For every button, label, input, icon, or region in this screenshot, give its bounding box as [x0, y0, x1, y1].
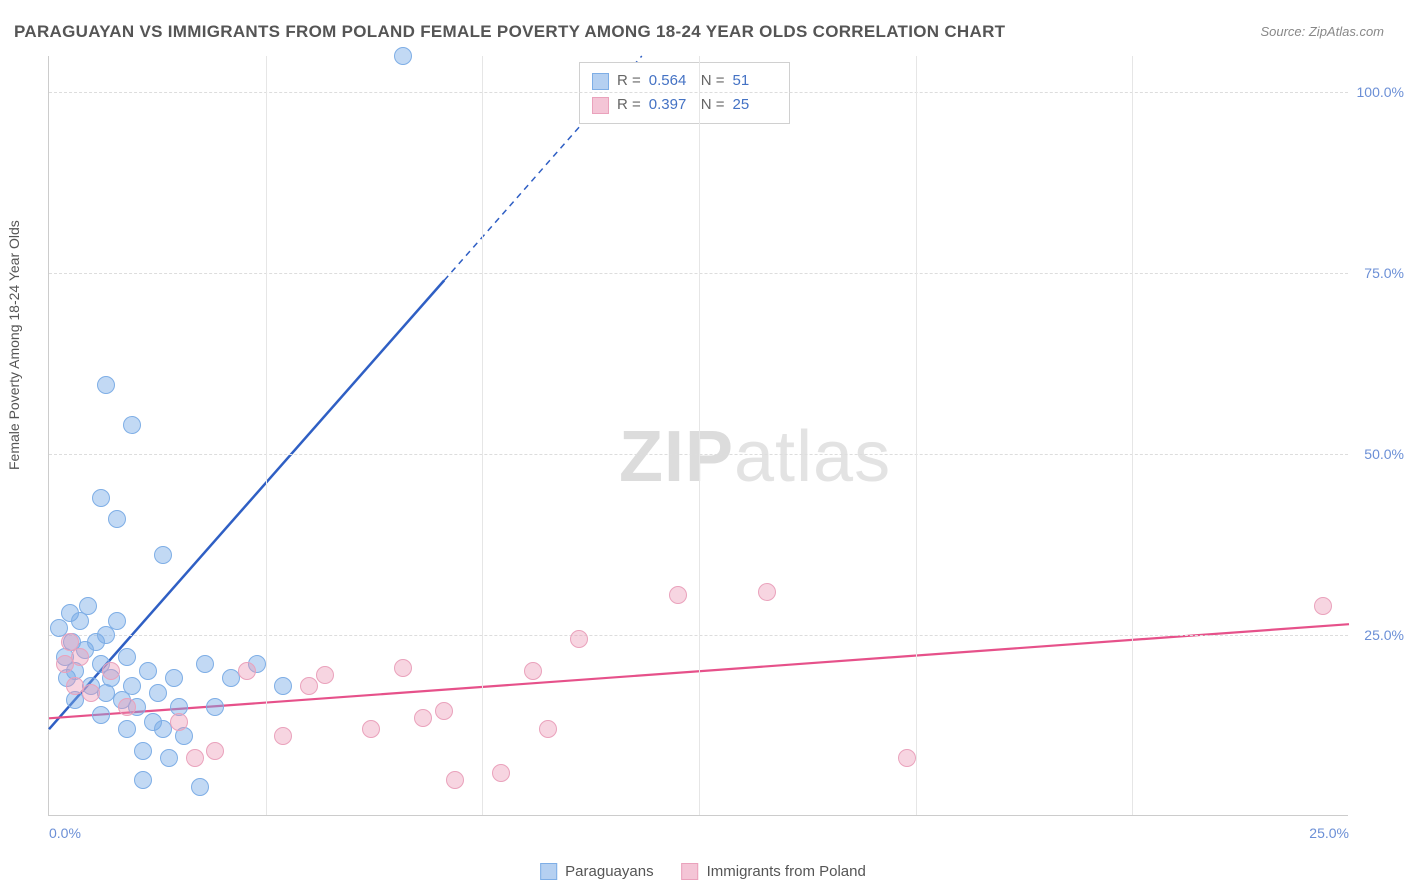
series-swatch	[592, 97, 609, 114]
data-point	[165, 669, 183, 687]
chart-container: PARAGUAYAN VS IMMIGRANTS FROM POLAND FEM…	[0, 0, 1406, 892]
y-axis-label: Female Poverty Among 18-24 Year Olds	[6, 220, 22, 470]
data-point	[139, 662, 157, 680]
data-point	[539, 720, 557, 738]
source-label: Source: ZipAtlas.com	[1260, 24, 1384, 39]
data-point	[92, 489, 110, 507]
data-point	[191, 778, 209, 796]
data-point	[97, 376, 115, 394]
data-point	[154, 546, 172, 564]
data-point	[79, 597, 97, 615]
data-point	[898, 749, 916, 767]
grid-line-v	[916, 56, 917, 815]
legend-item: Paraguayans	[540, 863, 653, 880]
x-tick-label: 25.0%	[1309, 825, 1349, 841]
data-point	[274, 677, 292, 695]
grid-line-v	[1132, 56, 1133, 815]
data-point	[123, 416, 141, 434]
data-point	[118, 720, 136, 738]
legend-swatch	[540, 863, 557, 880]
data-point	[196, 655, 214, 673]
data-point	[570, 630, 588, 648]
grid-line-v	[699, 56, 700, 815]
data-point	[170, 713, 188, 731]
data-point	[160, 749, 178, 767]
series-swatch	[592, 73, 609, 90]
stat-r-label: R =	[617, 69, 641, 93]
data-point	[316, 666, 334, 684]
data-point	[82, 684, 100, 702]
data-point	[134, 742, 152, 760]
stat-r-label: R =	[617, 93, 641, 117]
data-point	[435, 702, 453, 720]
data-point	[206, 698, 224, 716]
stat-r-value: 0.397	[649, 93, 693, 117]
data-point	[394, 47, 412, 65]
stat-n-value: 25	[733, 93, 777, 117]
y-tick-label: 25.0%	[1364, 627, 1404, 643]
chart-title: PARAGUAYAN VS IMMIGRANTS FROM POLAND FEM…	[14, 22, 1005, 42]
stats-row: R = 0.397 N = 25	[592, 93, 777, 117]
legend-label: Immigrants from Poland	[707, 863, 866, 880]
data-point	[92, 706, 110, 724]
data-point	[394, 659, 412, 677]
plot-area: ZIPatlas R =0.564N =51R =0.397N =25 25.0…	[48, 56, 1348, 816]
y-tick-label: 50.0%	[1364, 446, 1404, 462]
data-point	[186, 749, 204, 767]
data-point	[758, 583, 776, 601]
data-point	[414, 709, 432, 727]
grid-line-v	[266, 56, 267, 815]
data-point	[362, 720, 380, 738]
data-point	[71, 648, 89, 666]
data-point	[118, 698, 136, 716]
data-point	[524, 662, 542, 680]
data-point	[492, 764, 510, 782]
data-point	[149, 684, 167, 702]
data-point	[238, 662, 256, 680]
y-tick-label: 100.0%	[1357, 84, 1404, 100]
data-point	[108, 510, 126, 528]
data-point	[300, 677, 318, 695]
legend-swatch	[682, 863, 699, 880]
legend-item: Immigrants from Poland	[682, 863, 866, 880]
stat-r-value: 0.564	[649, 69, 693, 93]
data-point	[108, 612, 126, 630]
legend-label: Paraguayans	[565, 863, 653, 880]
data-point	[1314, 597, 1332, 615]
legend: Paraguayans Immigrants from Poland	[540, 863, 866, 880]
data-point	[118, 648, 136, 666]
data-point	[446, 771, 464, 789]
data-point	[123, 677, 141, 695]
stat-n-label: N =	[701, 69, 725, 93]
data-point	[102, 662, 120, 680]
x-tick-label: 0.0%	[49, 825, 81, 841]
grid-line-v	[482, 56, 483, 815]
stats-row: R = 0.564 N = 51	[592, 69, 777, 93]
data-point	[206, 742, 224, 760]
stat-n-label: N =	[701, 93, 725, 117]
data-point	[134, 771, 152, 789]
data-point	[274, 727, 292, 745]
y-tick-label: 75.0%	[1364, 265, 1404, 281]
stat-n-value: 51	[733, 69, 777, 93]
data-point	[669, 586, 687, 604]
